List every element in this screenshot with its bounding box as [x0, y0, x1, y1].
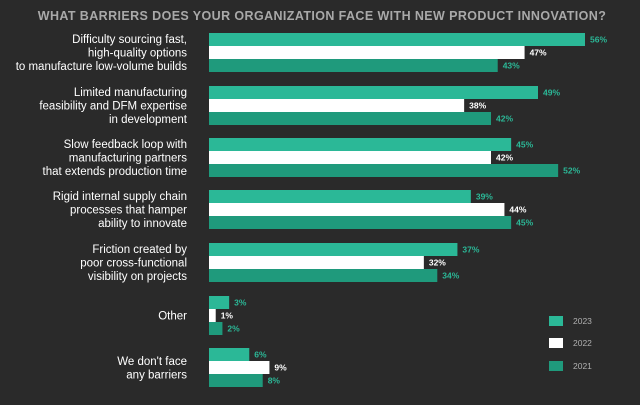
bar-2023: [209, 33, 585, 46]
bar-2021: [209, 374, 263, 387]
bar-2021: [209, 164, 559, 177]
bar-2023: [209, 243, 458, 256]
bar-2022: [209, 256, 424, 269]
legend-swatch-2023: [549, 316, 563, 326]
value-label: 49%: [543, 88, 560, 98]
category-label: any barriers: [126, 369, 187, 381]
bar-2022: [209, 151, 491, 164]
category-label: Other: [158, 311, 187, 323]
legend: 2023 2022 2021: [549, 316, 592, 371]
value-label: 45%: [516, 140, 533, 150]
bar-2022: [209, 46, 525, 59]
legend-label: 2023: [573, 316, 592, 326]
value-label: 43%: [503, 61, 520, 71]
category-label: visibility on projects: [88, 271, 187, 283]
category-label: Slow feedback loop with: [64, 139, 187, 151]
category-label: processes that hamper: [70, 205, 187, 217]
category-label: feasibility and DFM expertise: [39, 101, 187, 113]
value-label: 56%: [590, 35, 607, 45]
value-label: 42%: [496, 153, 513, 163]
value-label: 44%: [509, 205, 526, 215]
category-label: that extends production time: [43, 166, 187, 178]
bar-2023: [209, 296, 230, 309]
bar-2022: [209, 361, 270, 374]
value-label: 32%: [429, 258, 446, 268]
value-label: 39%: [476, 192, 493, 202]
value-label: 6%: [254, 350, 267, 360]
value-label: 1%: [221, 311, 234, 321]
category-label: Limited manufacturing: [74, 87, 187, 99]
bar-2023: [209, 348, 250, 361]
legend-swatch-2021: [549, 361, 563, 371]
bar-2022: [209, 203, 505, 216]
value-label: 47%: [530, 48, 547, 58]
value-label: 52%: [563, 166, 580, 176]
bar-2021: [209, 112, 491, 125]
bar-2022: [209, 99, 465, 112]
value-label: 37%: [462, 245, 479, 255]
bar-2021: [209, 269, 438, 282]
legend-swatch-2022: [549, 338, 563, 348]
value-label: 9%: [274, 363, 287, 373]
bar-2021: [209, 59, 498, 72]
bars: [209, 33, 585, 387]
category-label: high-quality options: [88, 48, 187, 60]
bar-2023: [209, 86, 538, 99]
value-label: 34%: [442, 271, 459, 281]
value-label: 45%: [516, 218, 533, 228]
chart-title: WHAT BARRIERS DOES YOUR ORGANIZATION FAC…: [38, 9, 607, 23]
value-labels: 56%47%43%49%38%42%45%42%52%39%44%45%37%3…: [221, 35, 608, 386]
category-label: manufacturing partners: [69, 153, 188, 165]
legend-label: 2021: [573, 361, 592, 371]
category-label: poor cross-functional: [80, 258, 187, 270]
value-label: 3%: [234, 298, 247, 308]
bar-2021: [209, 322, 223, 335]
value-label: 2%: [227, 324, 240, 334]
legend-label: 2022: [573, 338, 592, 348]
category-label: to manufacture low-volume builds: [16, 61, 188, 73]
category-label: Rigid internal supply chain: [53, 191, 187, 203]
bar-2023: [209, 138, 512, 151]
category-label: Friction created by: [92, 244, 187, 256]
bar-2022: [209, 309, 216, 322]
category-labels: Difficulty sourcing fast, high-quality op…: [16, 34, 188, 381]
category-label: in development: [109, 114, 188, 126]
value-label: 42%: [496, 114, 513, 124]
category-label: We don't face: [117, 356, 187, 368]
category-label: Difficulty sourcing fast,: [72, 34, 187, 46]
bar-2023: [209, 190, 471, 203]
bar-2021: [209, 216, 512, 229]
category-label: ability to innovate: [98, 218, 187, 230]
value-label: 8%: [268, 376, 281, 386]
value-label: 38%: [469, 101, 486, 111]
